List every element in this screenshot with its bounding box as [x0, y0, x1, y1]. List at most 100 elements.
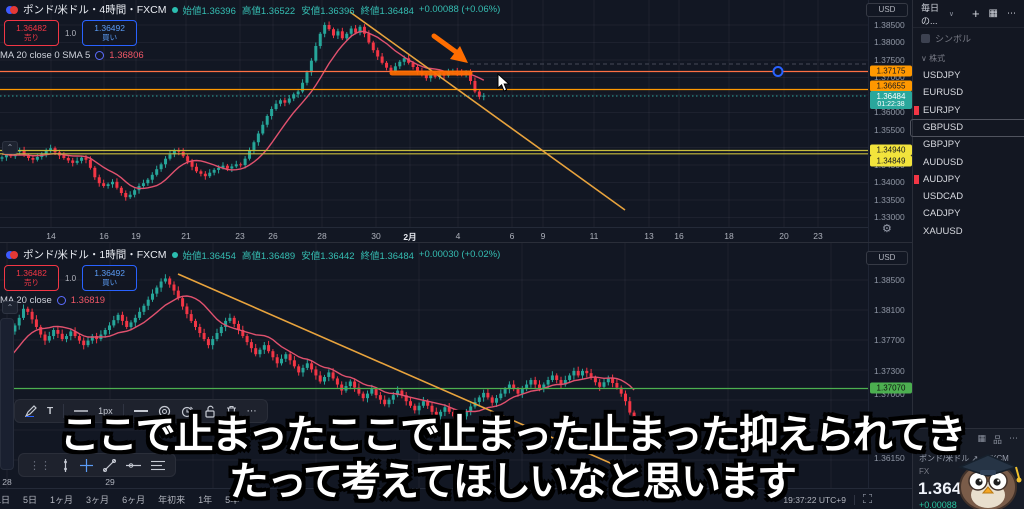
alert-clock-icon[interactable]	[181, 405, 194, 418]
watchlist-item-xauusd[interactable]: XAUUSD	[923, 225, 963, 237]
time-axis-label: 28	[317, 231, 327, 241]
pane-divider[interactable]	[0, 242, 912, 243]
range-button-5日[interactable]: 5日	[23, 495, 38, 505]
mouse-cursor	[497, 73, 511, 92]
price-tick-label: 1.36150	[874, 453, 905, 463]
time-axis-4h[interactable]: 14 16 19 21 23 26 28 30 2月 4 6 9 11 13 16 18 20 23	[0, 227, 868, 242]
ohlc-value: 始値1.36454	[182, 250, 236, 262]
range-button-1年[interactable]: 1年	[198, 495, 213, 505]
ohlc-value: 高値1.36489	[241, 250, 296, 262]
crosshair-tool-icon[interactable]	[80, 458, 93, 472]
price-tick-label: 1.38500	[874, 275, 905, 285]
text-tool-icon[interactable]: T	[47, 405, 54, 417]
time-axis-label: 16	[99, 231, 109, 241]
alert-flag-icon	[914, 105, 919, 115]
time-axis-label: 28	[2, 477, 12, 487]
time-axis-label: 30	[371, 231, 381, 241]
watchlist-title[interactable]: 毎日の...	[921, 2, 940, 26]
buy-sell-widget-4h: 1.36482 売り 1.0 1.36492 買い	[4, 20, 138, 46]
watchlist-item-usdcad[interactable]: USDCAD	[923, 191, 964, 203]
price-tick-label: 1.37500	[874, 55, 905, 65]
maximize-icon[interactable]	[862, 493, 873, 505]
more-options-icon[interactable]: ⋯	[246, 405, 257, 417]
time-axis-label: 20	[779, 231, 789, 241]
chevron-down-icon[interactable]: ∨	[948, 10, 954, 18]
spread-value: 1.0	[65, 273, 77, 283]
drag-handle-icon[interactable]: ⋮⋮	[29, 459, 51, 472]
alert-flag-icon	[914, 174, 919, 184]
range-button-年初来[interactable]: 年初来	[158, 495, 186, 505]
time-axis-label: 21	[181, 231, 191, 241]
watchlist-item-eurusd[interactable]: EURUSD	[923, 87, 964, 99]
drawing-settings-toolbar: T 1px ⋯	[14, 399, 268, 423]
price-level-label: 1.37175	[870, 65, 912, 77]
trash-icon[interactable]	[226, 405, 237, 418]
drawing-sidebar-edge[interactable]	[0, 318, 14, 470]
sell-button[interactable]: 1.36482 売り	[4, 265, 59, 291]
add-symbol-icon[interactable]: +	[971, 6, 980, 21]
watchlist-item-usdjpy[interactable]: USDJPY	[923, 70, 961, 81]
lock-open-icon[interactable]	[204, 405, 216, 418]
details-symbol[interactable]: ポンド/米ドル ↗・FXCM	[919, 454, 1009, 463]
watchlist-item-gbpjpy[interactable]: GBPJPY	[923, 139, 961, 151]
time-axis-label: 4	[455, 231, 461, 241]
currency-selector-4h[interactable]: USD	[866, 3, 908, 17]
time-axis-label: 14	[46, 231, 56, 241]
price-tick-label: 1.37700	[874, 335, 905, 345]
watchlist-item-eurjpy[interactable]: EURJPY	[913, 102, 1024, 119]
line-style-icon[interactable]	[74, 409, 89, 413]
chart-title-1h[interactable]: ポンド/米ドル・1時間・FXCM	[23, 249, 167, 261]
time-axis-label: 9	[540, 231, 546, 241]
range-button-1ヶ月[interactable]: 1ヶ月	[50, 495, 74, 505]
watchlist-panel: 毎日の... ∨ + ▦ ⋯ シンボル ∨ 株式 USDJPY EURUSD EUR…	[910, 0, 1024, 509]
buy-button[interactable]: 1.36492 買い	[82, 265, 138, 291]
pane-collapse-button-4h[interactable]: ⌃	[2, 141, 18, 154]
indicator-legend-4h[interactable]: MA 20 close 0 SMA 5 1.36806	[0, 50, 144, 61]
indicator-legend-1h[interactable]: MA 20 close 1.36819	[0, 295, 106, 306]
line-type-icon[interactable]	[133, 409, 148, 413]
clock-timestamp[interactable]: 19:37:22 UTC+9	[783, 494, 846, 505]
time-axis-label: 23	[235, 231, 245, 241]
time-axis-label: 13	[644, 231, 654, 241]
ellipse-style-icon[interactable]	[158, 405, 171, 418]
details-toolbar-icon[interactable]: ⋯	[1009, 433, 1018, 443]
watchlist-item-gbpusd[interactable]: GBPUSD	[923, 121, 964, 133]
vertical-line-tool-icon[interactable]	[61, 458, 70, 472]
symbol-pair-icon	[6, 4, 18, 16]
price-tick-label: 1.38000	[874, 37, 905, 47]
brush-color-icon[interactable]	[25, 405, 37, 417]
watchlist-group-stocks[interactable]: ∨ 株式	[921, 54, 946, 63]
pane-collapse-button-1h[interactable]: ⌃	[2, 301, 18, 314]
time-axis-label: 6	[509, 231, 515, 241]
more-menu-icon[interactable]: ⋯	[1007, 8, 1016, 18]
range-button-1日[interactable]: 1日	[0, 495, 11, 505]
range-button-3ヶ月[interactable]: 3ヶ月	[86, 495, 110, 505]
price-scale[interactable]: 1.38500 1.38000 1.37500 1.37000 1.36000 1.355…	[868, 0, 912, 488]
line-width-label[interactable]: 1px	[98, 406, 113, 416]
watchlist-item-cadjpy[interactable]: CADJPY	[923, 208, 961, 220]
scale-settings-gear-icon[interactable]: ⚙	[882, 223, 892, 235]
horizontal-ray-tool-icon[interactable]	[126, 462, 141, 469]
watchlist-item-audusd[interactable]: AUDUSD	[923, 156, 964, 168]
grid-view-icon[interactable]: ▦	[988, 8, 998, 19]
chart-title-4h[interactable]: ポンド/米ドル・4時間・FXCM	[23, 4, 167, 16]
watchlist-item-audjpy[interactable]: AUDJPY	[913, 171, 1024, 188]
candlestick-chart-4h[interactable]	[0, 0, 868, 227]
parallel-lines-tool-icon[interactable]	[151, 460, 165, 471]
currency-selector-1h[interactable]: USD	[866, 251, 908, 265]
time-axis-1h[interactable]: 28 29	[0, 476, 868, 488]
buy-button[interactable]: 1.36492 買い	[82, 20, 138, 46]
sell-button[interactable]: 1.36482 売り	[4, 20, 59, 46]
owl-mascot	[957, 454, 1022, 509]
range-button-6ヶ月[interactable]: 6ヶ月	[122, 495, 146, 505]
time-axis-label: 19	[131, 231, 141, 241]
trendline-tool-icon[interactable]	[103, 458, 116, 472]
ohlc-values-4h: 始値1.36396 高値1.36522 安値1.36396 終値1.36484	[183, 3, 414, 17]
price-tick-label: 1.36000	[874, 107, 905, 117]
details-market-type: FX	[919, 467, 930, 476]
details-toolbar-icon[interactable]: ▦	[977, 433, 986, 443]
range-button-5年[interactable]: 5年	[225, 495, 240, 505]
chart-legend-1h: ポンド/米ドル・1時間・FXCM 始値1.36454 高値1.36489 安値1.3…	[6, 247, 500, 262]
details-toolbar-icon[interactable]: 品	[992, 435, 1002, 445]
